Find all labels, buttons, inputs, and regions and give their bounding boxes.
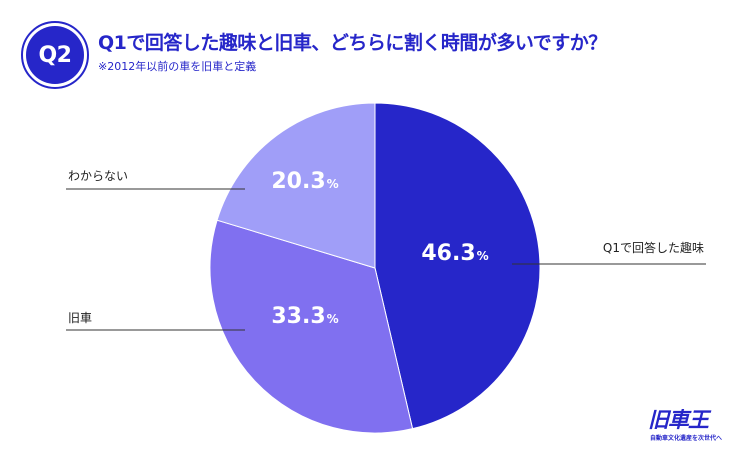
- question-badge: Q2: [21, 21, 89, 89]
- slice-value-label: 33.3%: [271, 304, 338, 329]
- category-label: Q1で回答した趣味: [603, 240, 704, 255]
- pie-slice: [216, 102, 376, 269]
- brand-logo-tagline: 自動車文化遺産を次世代へ: [650, 435, 723, 442]
- category-label: 旧車: [68, 311, 92, 325]
- slice-value-label: 20.3%: [271, 169, 338, 194]
- pie-slice: [209, 219, 414, 434]
- slice-value-label: 46.3%: [421, 241, 488, 266]
- category-label: わからない: [68, 169, 128, 183]
- chart-title: Q1で回答した趣味と旧車、どちらに割く時間が多いですか？: [98, 32, 607, 54]
- chart-subtitle: ※2012年以前の車を旧車と定義: [98, 60, 257, 73]
- brand-logo-mark: 旧車王: [648, 408, 709, 432]
- brand-logo: 旧車王 自動車文化遺産を次世代へ: [648, 404, 738, 444]
- pie-slice: [374, 102, 541, 430]
- question-badge-label: Q2: [26, 26, 84, 84]
